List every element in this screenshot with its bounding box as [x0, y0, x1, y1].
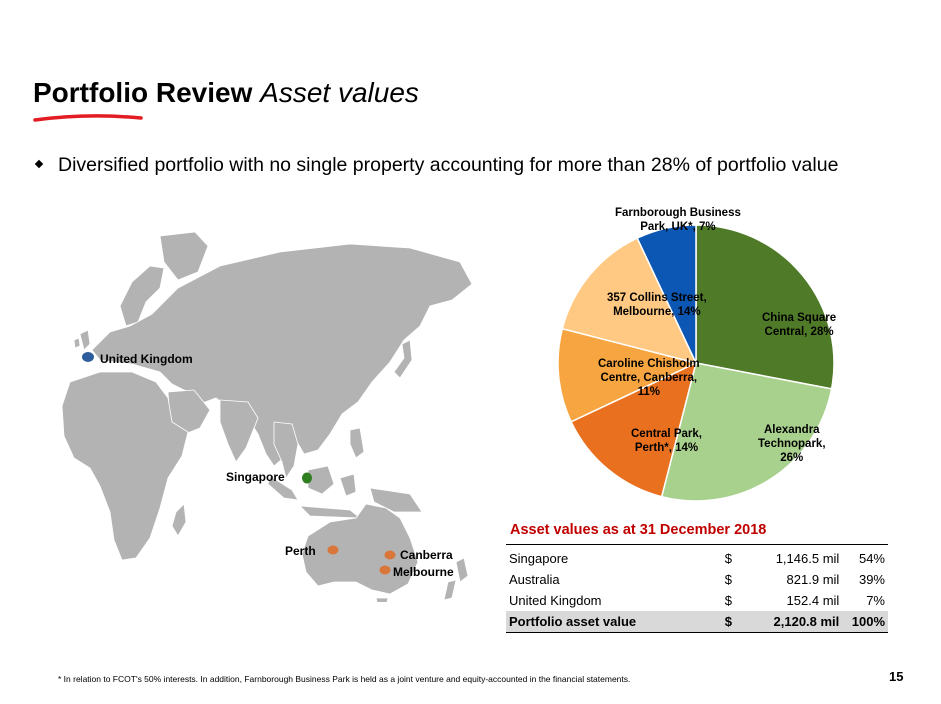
cell-currency: $ — [722, 544, 749, 569]
cell-currency: $ — [724, 593, 732, 608]
cell-currency: $ — [722, 611, 749, 633]
cell-pct: 100% — [841, 611, 888, 633]
cell-name: Portfolio asset value — [506, 611, 723, 633]
bullet-text: Diversified portfolio with no single pro… — [58, 154, 839, 176]
asset-values-table: Singapore $1,146.5 mil 54% Australia $821.9 … — [506, 544, 888, 633]
singapore-label: Singapore — [226, 470, 285, 484]
table-title: Asset values as at 31 December 2018 — [510, 522, 767, 538]
page-number: 15 — [889, 669, 904, 684]
bullet-diamond-icon — [34, 159, 44, 169]
pie-label-central-park: Central Park, Perth*, 14% — [631, 428, 702, 454]
uk-marker — [82, 352, 94, 362]
pie-label-caroline-chisholm: Caroline Chisholm Centre, Canberra, 11% — [598, 358, 700, 398]
pie-slice-central-park — [570, 361, 698, 498]
pie-label-china-square: China Square Central, 28% — [762, 312, 837, 338]
pie-slice-alexandra — [660, 362, 833, 502]
pie-label-alexandra: Alexandra Technopark, 26% — [758, 424, 826, 464]
map-graphic — [61, 231, 473, 607]
bullet-point: Diversified portfolio with no single pro… — [34, 153, 839, 177]
cell-pct: 39% — [858, 572, 885, 587]
perth-marker — [327, 545, 339, 555]
table-total-row: Portfolio asset value $2,120.8 mil 100% — [506, 611, 888, 633]
cell-pct: 54% — [841, 544, 888, 569]
pie-label-farnborough: Farnborough Business Park, UK*, 7% — [615, 207, 741, 233]
pie-slice-caroline-chisholm — [557, 327, 699, 423]
table-row: Australia $821.9 mil 39% — [506, 569, 888, 590]
cell-currency: $ — [724, 572, 732, 587]
cell-pct: 7% — [866, 593, 885, 608]
canberra-label: Canberra — [400, 548, 453, 562]
canberra-marker — [384, 550, 396, 560]
table-row: Singapore $1,146.5 mil 54% — [506, 544, 888, 569]
cell-name: Australia — [509, 572, 560, 587]
cell-value: 2,120.8 mil — [748, 611, 842, 633]
cell-value: 821.9 mil — [786, 572, 840, 587]
cell-value: 1,146.5 mil — [748, 544, 842, 569]
cell-name: Singapore — [506, 544, 723, 569]
melbourne-marker — [379, 565, 391, 575]
pie-slice-china-square — [695, 224, 835, 390]
pie-slice-farnborough — [636, 224, 697, 364]
melbourne-label: Melbourne — [393, 565, 454, 579]
table-row: United Kingdom $152.4 mil 7% — [506, 590, 888, 611]
uk-label: United Kingdom — [100, 352, 193, 366]
asset-allocation-pie-chart: China Square Central, 28% Alexandra Techn… — [500, 195, 920, 525]
pie-svg — [557, 224, 835, 502]
cell-name: United Kingdom — [509, 593, 602, 608]
world-map: United Kingdom Singapore Perth Canberra … — [60, 222, 480, 607]
pie-slice-collins-street — [561, 237, 698, 365]
footnote: * In relation to FCOT's 50% interests. I… — [58, 674, 631, 684]
perth-label: Perth — [285, 544, 316, 558]
pie-label-collins-street: 357 Collins Street, Melbourne, 14% — [607, 292, 707, 318]
title-subtitle: Asset values — [260, 77, 419, 108]
cell-value: 152.4 mil — [786, 593, 840, 608]
singapore-marker — [302, 472, 312, 484]
underline-stroke — [33, 114, 143, 122]
title-main: Portfolio Review — [33, 77, 253, 108]
title-underline — [33, 114, 143, 122]
page-title: Portfolio Review Asset values — [33, 76, 419, 110]
